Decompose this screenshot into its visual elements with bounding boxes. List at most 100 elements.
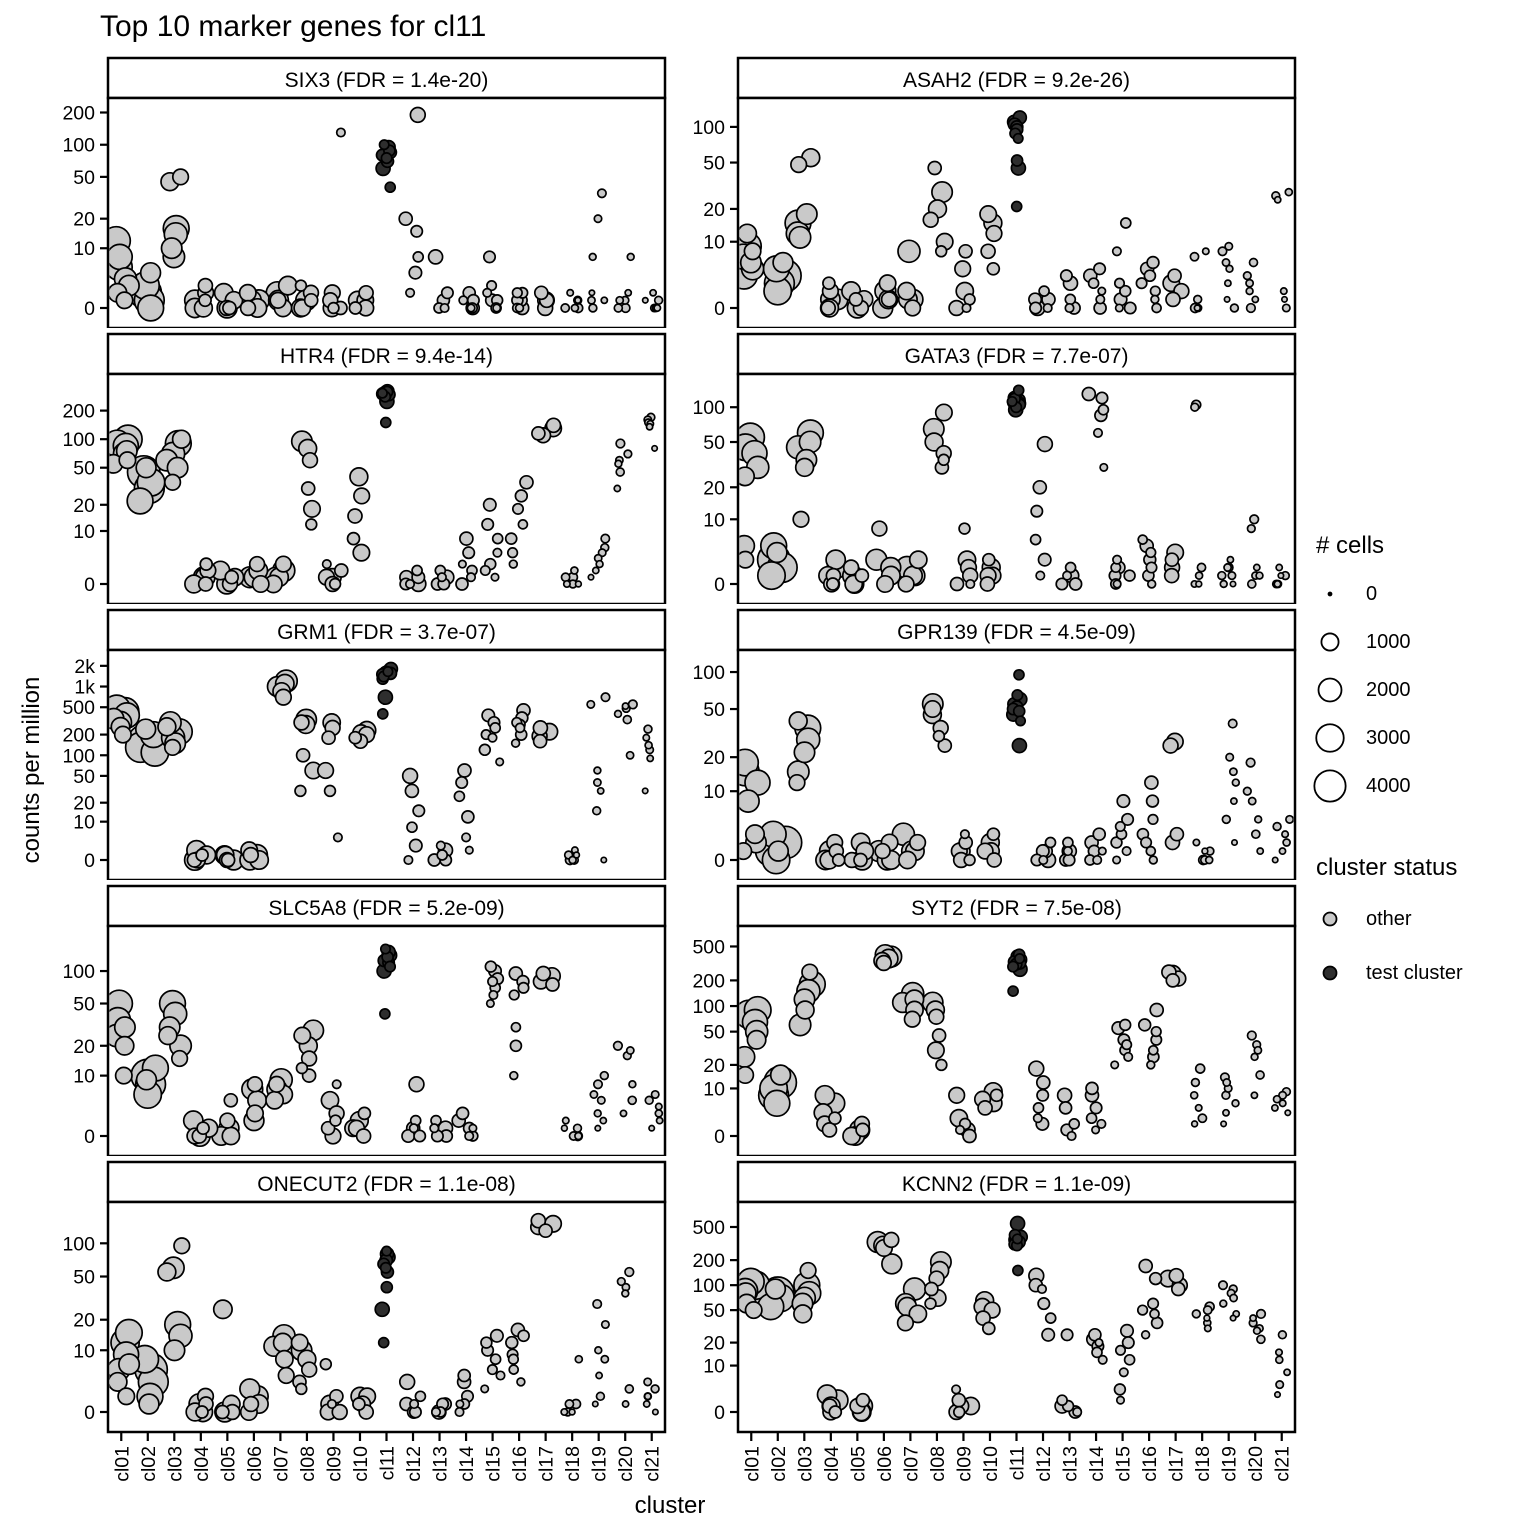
y-tick-label: 2k: [74, 656, 95, 678]
x-tick-label: cl04: [191, 1446, 213, 1482]
data-point: [854, 568, 870, 583]
data-point: [511, 502, 525, 515]
data-point: [1170, 1281, 1186, 1297]
data-point: [935, 1058, 948, 1072]
data-point: [788, 711, 808, 731]
data-point: [596, 786, 605, 795]
data-point: [466, 303, 476, 313]
data-point: [937, 453, 950, 467]
data-point: [1011, 737, 1028, 754]
data-point: [616, 1276, 626, 1287]
data-point: [855, 1122, 870, 1138]
y-tick-label: 100: [692, 117, 725, 139]
data-point: [1112, 554, 1123, 565]
data-point: [1123, 569, 1136, 582]
data-point: [1013, 668, 1025, 681]
data-point: [560, 1407, 569, 1417]
x-tick-label: cl16: [1139, 1446, 1161, 1482]
data-point: [1251, 295, 1260, 304]
data-point: [517, 1329, 530, 1343]
data-point: [507, 1353, 520, 1365]
panel-HTR4: HTR4 (FDR = 9.4e-14) 0 10 20 50 100 200: [62, 332, 667, 604]
data-point: [545, 977, 560, 992]
data-point: [329, 1114, 342, 1127]
data-point: [739, 789, 760, 813]
data-point: [238, 283, 257, 302]
data-point: [1229, 1314, 1237, 1322]
data-point: [655, 1116, 664, 1125]
data-point: [626, 252, 635, 262]
data-point: [1221, 258, 1231, 267]
data-point: [461, 832, 472, 843]
data-point: [875, 954, 893, 972]
y-tick-label: 20: [73, 209, 95, 231]
data-point: [641, 787, 649, 795]
size-legend-label: 4000: [1366, 774, 1411, 797]
data-point: [1091, 1125, 1101, 1135]
data-point: [897, 575, 915, 593]
data-point: [481, 517, 495, 531]
data-point: [459, 531, 474, 546]
y-tick-label: 10: [73, 521, 95, 543]
data-point: [1091, 1346, 1103, 1359]
data-point: [1190, 402, 1200, 412]
data-point: [1275, 563, 1284, 572]
y-tick-label: 500: [692, 936, 725, 958]
data-point: [1099, 462, 1109, 472]
data-point: [163, 738, 182, 757]
panel-title: SLC5A8 (FDR = 5.2e-09): [268, 897, 504, 920]
data-point: [408, 838, 423, 853]
y-tick-label: 100: [692, 397, 725, 419]
data-point: [462, 546, 476, 560]
y-tick-label: 0: [714, 574, 725, 596]
data-point: [333, 563, 349, 578]
data-point: [1282, 838, 1291, 847]
data-point: [1278, 1099, 1287, 1108]
data-point: [739, 748, 760, 777]
data-point: [222, 300, 237, 316]
data-point: [1194, 1103, 1203, 1112]
x-tick-label: cl10: [980, 1446, 1002, 1482]
data-point: [347, 508, 363, 524]
data-point: [1064, 293, 1077, 306]
data-point: [331, 1079, 342, 1090]
data-point: [1010, 200, 1023, 213]
data-point: [821, 1122, 838, 1138]
data-point: [1145, 561, 1158, 574]
data-point: [352, 543, 371, 562]
data-point: [295, 1061, 309, 1075]
y-tick-label: 20: [703, 199, 725, 221]
data-point: [928, 1008, 945, 1025]
data-point: [1111, 246, 1122, 257]
panel-header: [736, 608, 1297, 652]
data-point: [1246, 1030, 1257, 1041]
data-point: [746, 1029, 767, 1050]
data-point: [1242, 786, 1252, 796]
data-point: [1194, 1063, 1206, 1074]
x-tick-label: cl05: [217, 1446, 239, 1482]
x-tick-label: cl08: [297, 1446, 319, 1482]
data-point: [1119, 1323, 1135, 1338]
y-tick-label: 0: [714, 1402, 725, 1424]
data-point: [641, 296, 649, 304]
panel-header: [106, 884, 667, 928]
data-point: [643, 724, 653, 734]
data-point: [595, 1391, 606, 1402]
data-point: [1190, 1077, 1201, 1088]
data-point: [486, 280, 498, 292]
data-point: [453, 790, 466, 803]
data-point: [986, 261, 1001, 276]
data-point: [613, 303, 624, 313]
data-point: [897, 239, 921, 264]
data-point: [1038, 285, 1050, 297]
data-point: [331, 1403, 348, 1421]
data-point: [625, 1046, 635, 1055]
data-point: [514, 722, 526, 734]
data-point: [489, 722, 502, 734]
data-point: [1118, 1367, 1129, 1378]
data-point: [1193, 304, 1202, 312]
data-point: [1066, 1130, 1077, 1142]
data-point: [224, 569, 240, 585]
y-tick-label: 10: [73, 238, 95, 260]
